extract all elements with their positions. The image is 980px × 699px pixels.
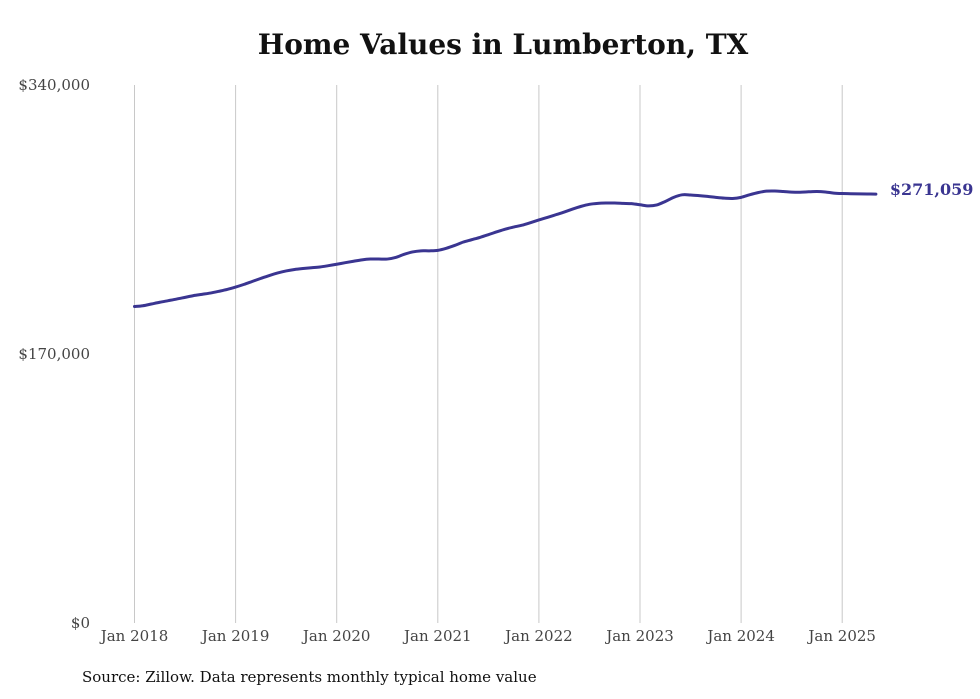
x-tick-label: Jan 2020 xyxy=(301,627,371,645)
x-tick-label: Jan 2019 xyxy=(200,627,270,645)
y-tick-label: $340,000 xyxy=(18,76,90,94)
x-tick-label: Jan 2025 xyxy=(806,627,876,645)
y-tick-label: $0 xyxy=(71,614,90,632)
source-note: Source: Zillow. Data represents monthly … xyxy=(82,668,537,686)
x-tick-label: Jan 2024 xyxy=(705,627,775,645)
end-value-label: $271,059 xyxy=(890,180,974,199)
chart-title: Home Values in Lumberton, TX xyxy=(257,28,749,61)
y-tick-label: $170,000 xyxy=(18,345,90,363)
series-line xyxy=(133,189,878,309)
x-tick-label: Jan 2022 xyxy=(503,627,573,645)
x-tick-label: Jan 2021 xyxy=(402,627,472,645)
x-tick-label: Jan 2018 xyxy=(99,627,169,645)
x-tick-label: Jan 2023 xyxy=(604,627,674,645)
